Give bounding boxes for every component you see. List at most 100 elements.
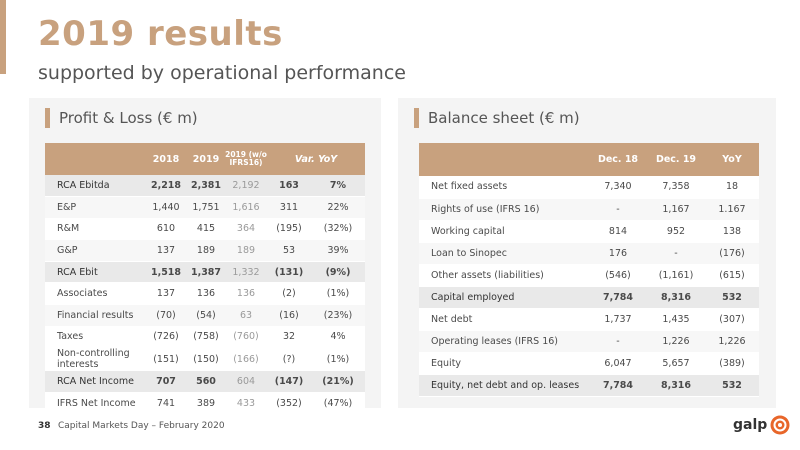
- value-dec-19: 8,316: [647, 374, 705, 397]
- value-dec-19: 952: [647, 220, 705, 243]
- value-2019: 389: [187, 392, 225, 415]
- value-var-abs: (131): [267, 261, 311, 284]
- header-blank-cell: [45, 143, 145, 175]
- profit-loss-title: Profit & Loss (€ m): [59, 109, 198, 127]
- value-dec-19: 1,435: [647, 308, 705, 331]
- value-2018: 137: [145, 239, 187, 262]
- value-2019-wo-ifrs16: 364: [225, 218, 267, 241]
- page-title: 2019 results: [38, 14, 283, 54]
- value-yoy: 532: [705, 374, 759, 397]
- page-subtitle: supported by operational performance: [38, 62, 406, 84]
- value-dec-18: 7,784: [589, 374, 647, 397]
- balance-sheet-header: Balance sheet (€ m): [414, 108, 580, 128]
- value-yoy: (176): [705, 242, 759, 265]
- value-var-abs: (195): [267, 218, 311, 241]
- row-label: RCA Ebit: [45, 261, 145, 284]
- value-2019: 1,387: [187, 261, 225, 284]
- value-dec-18: (546): [589, 264, 647, 287]
- row-label: G&P: [45, 239, 145, 262]
- galp-logo: galp: [733, 415, 790, 435]
- table-row: RCA Net Income 707 560 604 (147) (21%): [45, 370, 365, 393]
- table-row: Loan to Sinopec 176- (176): [419, 242, 759, 265]
- value-2018: 610: [145, 218, 187, 241]
- column-header: Var. YoY: [267, 143, 365, 175]
- value-2018: (726): [145, 326, 187, 349]
- value-2019-wo-ifrs16: (166): [225, 347, 267, 372]
- value-2018: (70): [145, 304, 187, 327]
- value-dec-18: 7,340: [589, 176, 647, 199]
- row-label: Other assets (liabilities): [419, 264, 589, 287]
- value-2019: 1,751: [187, 196, 225, 219]
- value-2019: (758): [187, 326, 225, 349]
- value-2019: (150): [187, 347, 225, 372]
- logo-wordmark: galp: [733, 417, 768, 433]
- row-label: RCA Ebitda: [45, 175, 145, 198]
- column-header: Dec. 19: [647, 143, 705, 176]
- value-2019-wo-ifrs16: 63: [225, 304, 267, 327]
- row-label: IFRS Net Income: [45, 392, 145, 415]
- left-accent-bar: [0, 0, 6, 74]
- value-var-pct: 7%: [311, 175, 365, 198]
- value-var-abs: 53: [267, 239, 311, 262]
- value-2019-wo-ifrs16: 1,332: [225, 261, 267, 284]
- table-row: Net debt 1,737 1,435 (307): [419, 308, 759, 331]
- value-2019-wo-ifrs16: 2,192: [225, 175, 267, 198]
- value-var-abs: (?): [267, 347, 311, 372]
- value-2019-wo-ifrs16: (760): [225, 326, 267, 349]
- value-2018: 2,218: [145, 175, 187, 198]
- value-dec-18: 176: [589, 242, 647, 265]
- value-2019: 136: [187, 282, 225, 306]
- row-label: Loan to Sinopec: [419, 242, 589, 265]
- row-label: E&P: [45, 196, 145, 219]
- value-2019: 415: [187, 218, 225, 241]
- value-yoy: 532: [705, 286, 759, 309]
- value-2018: 741: [145, 392, 187, 415]
- row-label: Working capital: [419, 220, 589, 243]
- value-yoy: 18: [705, 176, 759, 199]
- value-yoy: 1,226: [705, 330, 759, 353]
- value-var-abs: 32: [267, 326, 311, 349]
- value-var-pct: (47%): [311, 392, 365, 415]
- value-2019-wo-ifrs16: 604: [225, 370, 267, 393]
- value-2019: 189: [187, 239, 225, 262]
- section-accent-bar: [414, 108, 419, 128]
- table-row: G&P 137 189 189 53 39%: [45, 239, 365, 262]
- table-row: Other assets (liabilities) (546) (1,161) (6…: [419, 264, 759, 287]
- value-yoy: (615): [705, 264, 759, 287]
- value-var-pct: (1%): [311, 347, 365, 372]
- value-var-pct: (32%): [311, 218, 365, 241]
- value-2018: 707: [145, 370, 187, 393]
- value-2018: 1,440: [145, 196, 187, 219]
- table-row: Taxes (726) (758) (760) 32 4%: [45, 326, 365, 349]
- value-var-pct: (21%): [311, 370, 365, 393]
- row-label: Equity, net debt and op. leases: [419, 374, 589, 397]
- table-row: Non-controlling interests (151) (150) (166)…: [45, 347, 365, 372]
- section-accent-bar: [45, 108, 50, 128]
- table-row: Financial results (70) (54) 63 (16) (23%): [45, 304, 365, 327]
- column-header: 2019: [187, 143, 225, 175]
- row-label: Equity: [419, 352, 589, 375]
- value-var-abs: 311: [267, 196, 311, 219]
- profit-loss-table: 2018 2019 2019 (w/o IFRS16) Var. YoY RCA…: [45, 143, 365, 415]
- value-dec-18: 6,047: [589, 352, 647, 375]
- value-2018: 137: [145, 282, 187, 306]
- value-2019-wo-ifrs16: 189: [225, 239, 267, 262]
- value-dec-19: (1,161): [647, 264, 705, 287]
- value-dec-19: 1,226: [647, 330, 705, 353]
- table-row: Rights of use (IFRS 16) -1,167 1.167: [419, 198, 759, 221]
- value-2019: 560: [187, 370, 225, 393]
- value-var-abs: (352): [267, 392, 311, 415]
- value-yoy: 138: [705, 220, 759, 243]
- value-var-abs: (2): [267, 282, 311, 306]
- row-label: Net debt: [419, 308, 589, 331]
- column-header: YoY: [705, 143, 759, 176]
- table-row: Working capital 814 952 138: [419, 220, 759, 243]
- value-2019-wo-ifrs16: 433: [225, 392, 267, 415]
- row-label: Operating leases (IFRS 16): [419, 330, 589, 353]
- value-2019: (54): [187, 304, 225, 327]
- value-var-pct: 22%: [311, 196, 365, 219]
- row-label: Financial results: [45, 304, 145, 327]
- value-dec-19: 7,358: [647, 176, 705, 199]
- row-label: Associates: [45, 282, 145, 306]
- value-2018: 1,518: [145, 261, 187, 284]
